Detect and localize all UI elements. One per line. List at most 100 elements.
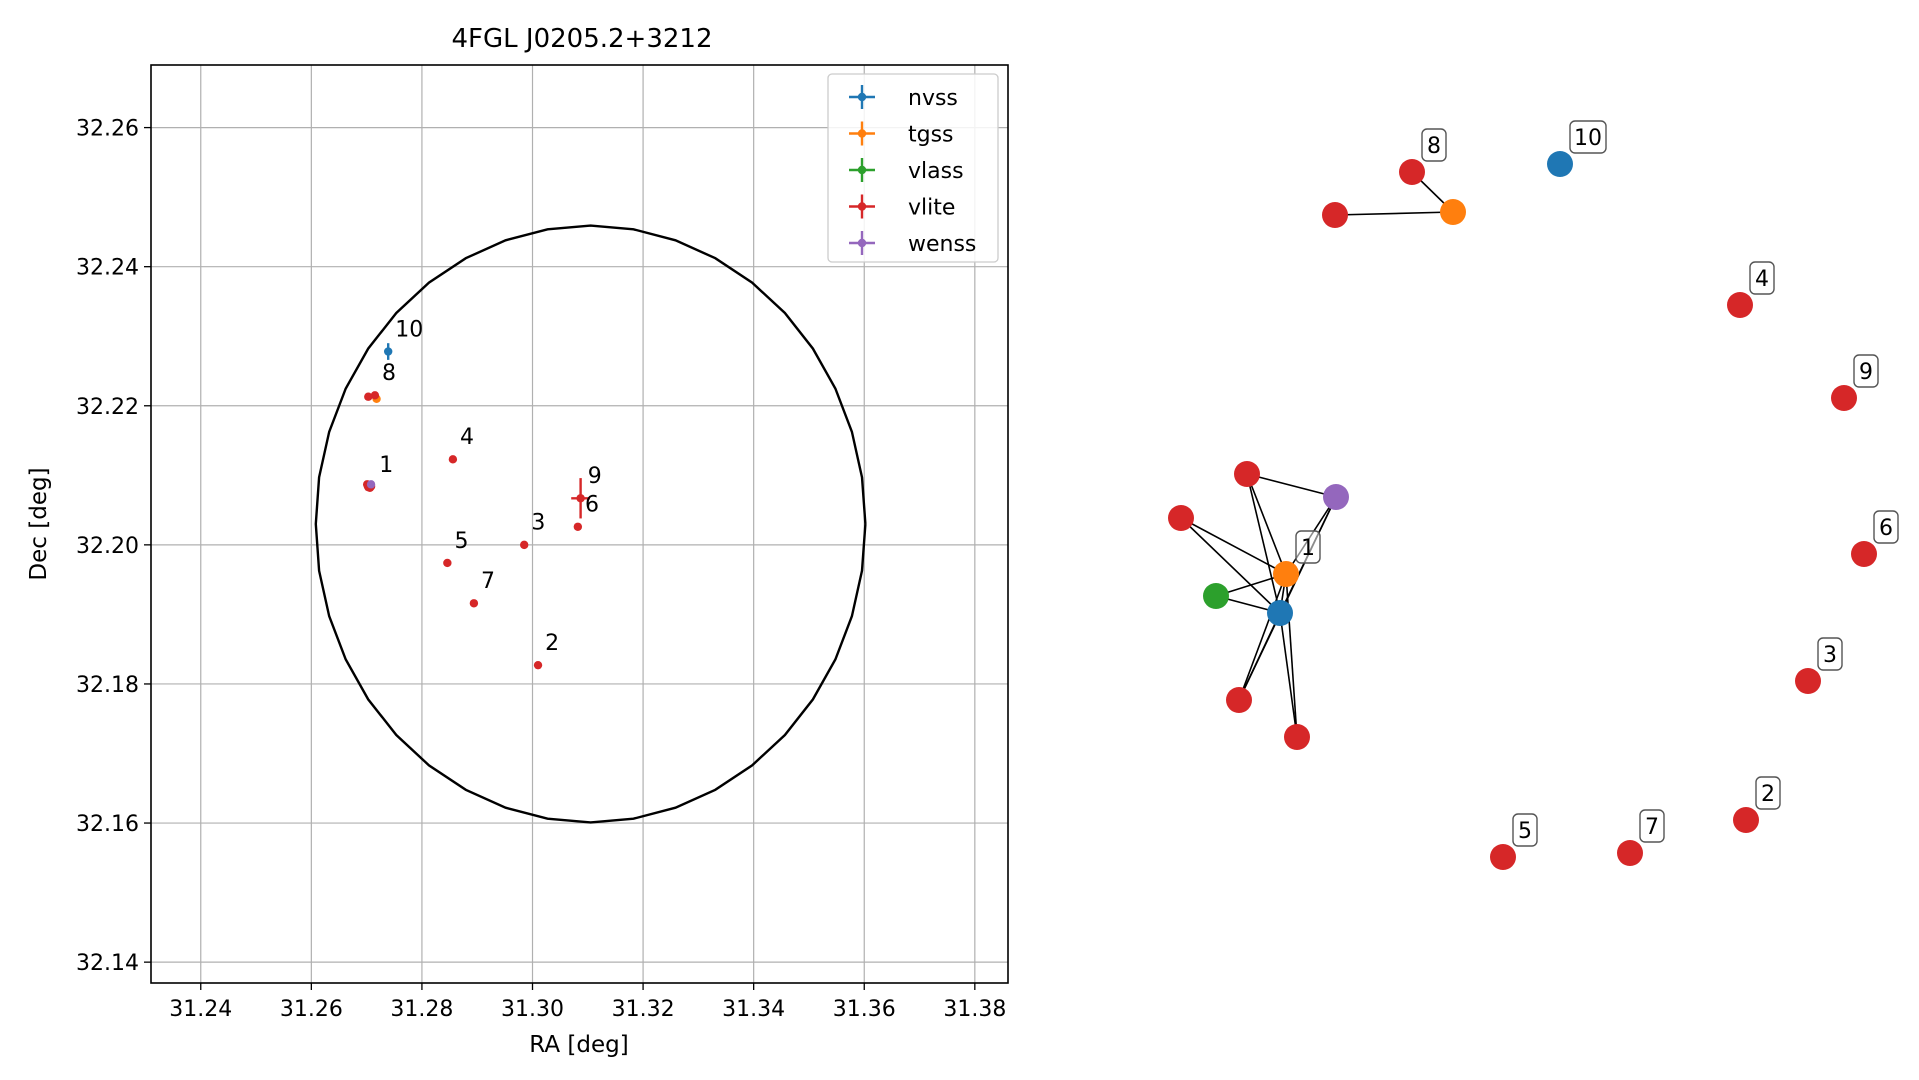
network-edge [1238,612,1281,701]
network-edge [1285,573,1298,738]
vlite-point [520,540,529,550]
network-node [1795,668,1821,694]
network-node [1617,840,1643,866]
legend-label: vlass [908,159,964,184]
network-node [1203,583,1229,609]
legend: nvss tgss vlass vlite wenss [827,73,999,263]
point-label: 6 [585,493,599,518]
network-label: 6 [1879,516,1893,541]
network-node [1440,199,1466,225]
legend-dot-vlass [857,165,867,175]
network-node [1831,385,1857,411]
network-nodes [1168,151,1877,870]
network-node [1727,292,1753,318]
y-ticks: 32.14 32.16 32.18 32.20 32.22 32.24 32.26 [76,117,151,976]
network-label: 4 [1755,267,1769,292]
x-tick-label: 31.32 [612,997,675,1022]
y-tick-label: 32.22 [76,395,139,420]
scatter-panel: 4FGL J0205.2+3212 1 2 3 4 5 6 7 8 9 10 31.24 31.26… [26,24,1009,1058]
network-node [1490,844,1516,870]
network-edge [1246,473,1287,575]
network-node [1226,687,1252,713]
network-label: 9 [1859,360,1873,385]
vlite-point [576,494,585,503]
legend-label: nvss [908,86,958,111]
legend-dot-nvss [857,92,867,102]
x-tick-label: 31.26 [280,997,343,1022]
point-label: 3 [531,511,545,536]
network-label: 8 [1427,134,1441,159]
y-tick-label: 32.14 [76,951,139,976]
network-label: 7 [1645,815,1659,840]
point-label: 2 [545,631,559,656]
x-tick-label: 31.28 [390,997,453,1022]
data-points [362,343,591,670]
network-node [1322,202,1348,228]
point-label: 4 [460,425,474,450]
network-labels: 1 8 10 4 9 6 3 2 7 5 [1295,120,1899,847]
x-tick-label: 31.24 [169,997,232,1022]
legend-label: vlite [908,196,955,221]
vlite-point [469,599,479,608]
vlite-point [364,392,373,401]
vlite-point [448,455,458,464]
nvss-point [383,347,393,356]
wenss-point [366,480,376,489]
network-label-box [1639,809,1665,843]
network-edge [1180,517,1281,614]
network-node [1323,484,1349,510]
plot-frame [150,64,1009,984]
network-edge [1279,612,1298,738]
vlite-point [443,558,452,568]
point-label: 8 [382,361,396,386]
network-label-box [1873,510,1899,544]
network-node [1273,561,1299,587]
point-label: 10 [395,317,423,342]
network-node [1284,724,1310,750]
network-label: 1 [1301,536,1315,561]
vlite-point [573,522,583,531]
network-edge [1246,473,1281,614]
x-tick-label: 31.36 [833,997,896,1022]
legend-dot-wenss [857,238,867,248]
point-label: 7 [481,569,495,594]
network-label-box [1569,120,1607,154]
legend-dot-tgss [857,129,867,138]
point-label: 1 [379,453,393,478]
error-ellipse [314,224,867,824]
legend-label: wenss [908,232,976,257]
x-axis-label: RA [deg] [529,1032,628,1058]
network-label-box [1755,776,1781,810]
network-label-box [1421,128,1447,162]
network-node [1267,600,1293,626]
network-node [1168,505,1194,531]
network-edge [1246,473,1337,498]
network-node [1234,461,1260,487]
error-ellipse-layer [314,224,867,824]
network-label-box [1817,637,1843,671]
network-panel: 1 8 10 4 9 6 3 2 7 5 [1168,120,1899,870]
point-label: 5 [454,529,468,554]
legend-label: tgss [908,123,954,148]
network-node [1851,541,1877,567]
x-tick-label: 31.30 [501,997,564,1022]
point-labels: 1 2 3 4 5 6 7 8 9 10 [379,317,601,656]
network-node [1399,159,1425,185]
y-tick-label: 32.26 [76,117,139,142]
network-label: 2 [1761,782,1775,807]
chart-title: 4FGL J0205.2+3212 [452,24,713,54]
network-node [1547,151,1573,177]
legend-box [827,73,999,263]
network-label: 3 [1823,643,1837,668]
vlite-point [533,660,543,670]
network-label: 5 [1518,819,1532,844]
y-tick-label: 32.16 [76,812,139,837]
network-label-box [1853,354,1879,388]
network-edge [1180,517,1287,575]
y-tick-label: 32.18 [76,673,139,698]
network-edge [1334,211,1454,216]
point-label: 9 [588,464,602,489]
network-edge [1238,573,1287,701]
y-tick-label: 32.24 [76,256,139,281]
